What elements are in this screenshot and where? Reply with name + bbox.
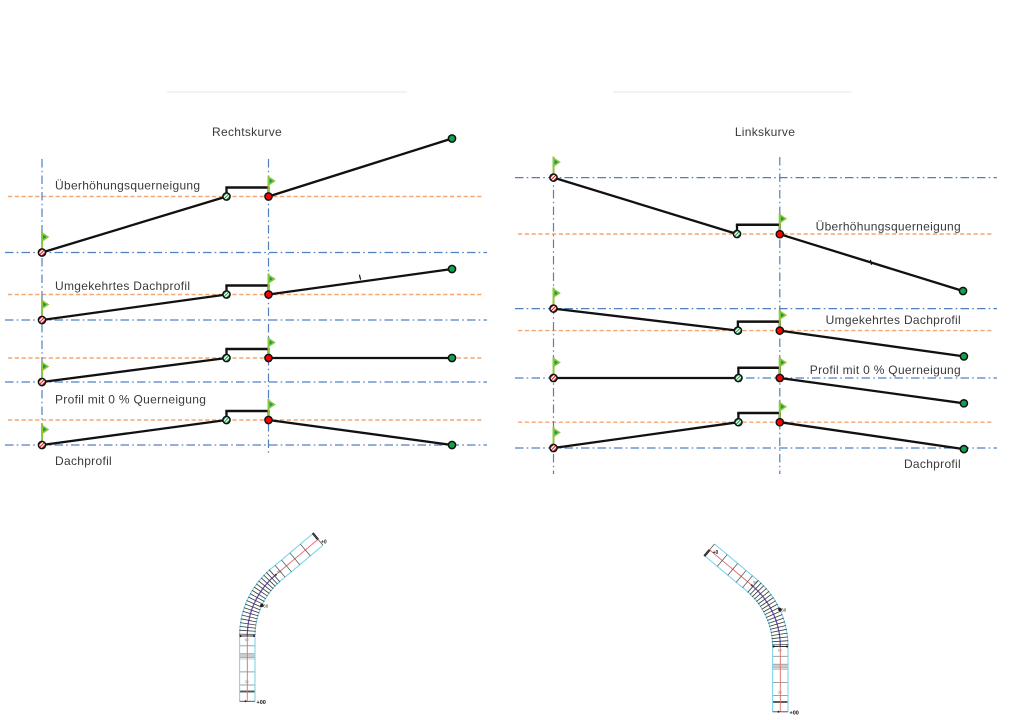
svg-text:Profil mit 0 % Querneigung: Profil mit 0 % Querneigung: [55, 393, 206, 407]
svg-text:Überhöhungsquerneigung: Überhöhungsquerneigung: [816, 220, 961, 234]
svg-text:Dachprofil: Dachprofil: [904, 457, 961, 471]
svg-text:60: 60: [753, 581, 757, 585]
svg-text:+0: +0: [321, 539, 327, 545]
svg-text:Rechtskurve: Rechtskurve: [212, 125, 282, 139]
svg-text:60: 60: [245, 638, 249, 642]
svg-text:60: 60: [263, 603, 269, 608]
svg-text:Umgekehrtes Dachprofil: Umgekehrtes Dachprofil: [826, 313, 961, 327]
svg-text:+0: +0: [713, 550, 719, 556]
svg-text:60: 60: [778, 648, 782, 652]
svg-text:60: 60: [277, 570, 281, 574]
svg-text:Umgekehrtes Dachprofil: Umgekehrtes Dachprofil: [55, 279, 190, 293]
svg-text:Profil mit 0 % Querneigung: Profil mit 0 % Querneigung: [810, 363, 961, 377]
svg-text:30: 30: [778, 691, 782, 695]
svg-text:30: 30: [245, 680, 249, 684]
svg-text:+00: +00: [257, 700, 266, 706]
svg-text:60: 60: [781, 607, 787, 612]
svg-text:+00: +00: [790, 710, 799, 716]
svg-text:Überhöhungsquerneigung: Überhöhungsquerneigung: [55, 179, 200, 193]
svg-text:Dachprofil: Dachprofil: [55, 454, 112, 468]
svg-text:Linkskurve: Linkskurve: [735, 125, 795, 139]
